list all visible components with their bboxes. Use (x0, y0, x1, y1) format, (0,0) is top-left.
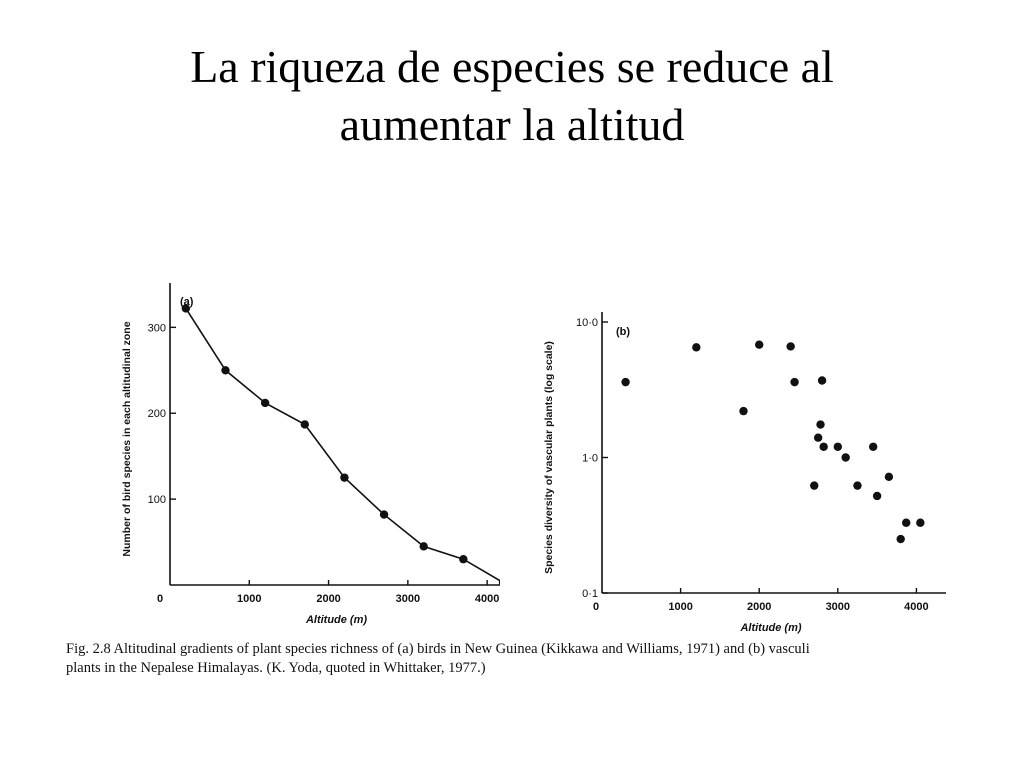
data-point (813, 433, 823, 442)
data-point (790, 377, 799, 387)
caption-line-2: plants in the Nepalese Himalayas. (K. Yo… (66, 660, 486, 676)
y-axis-label: Number of bird species in each altitudin… (121, 321, 133, 556)
x-axis-label: Altitude (m) (739, 622, 801, 634)
y-tick-label: 100 (148, 494, 166, 506)
x-tick-label: 2000 (316, 593, 340, 605)
x-tick-label: 3000 (826, 601, 850, 613)
x-tick-label: 4000 (904, 601, 928, 613)
data-point (853, 481, 862, 490)
data-point (817, 376, 827, 385)
x-tick-label: 2000 (747, 601, 771, 613)
slide-title-line-1: La riqueza de especies se reduce al (190, 41, 834, 92)
data-point (621, 377, 630, 387)
caption-line-1: Fig. 2.8 Altitudinal gradients of plant … (66, 641, 810, 657)
slide-title-line-2: aumentar la altitud (339, 99, 685, 150)
x-tick-label: 1000 (237, 593, 261, 605)
x-tick-label: 0 (593, 601, 599, 613)
x-tick-label: 3000 (396, 593, 420, 605)
y-tick-label: 10·0 (576, 317, 598, 329)
chart-b: 0·1 1·0 10·0 0 1000 2000 3000 4000 Altitude (m) S… (543, 312, 946, 634)
data-point (260, 398, 270, 408)
data-point (786, 342, 795, 351)
data-point (841, 453, 850, 462)
x-tick-label: 0 (157, 593, 163, 605)
data-point (459, 555, 468, 564)
data-point (221, 366, 230, 375)
data-point (181, 304, 191, 313)
data-point (816, 420, 825, 429)
data-point (419, 542, 428, 551)
data-point (692, 343, 701, 352)
y-tick-label: 200 (148, 408, 166, 420)
x-tick-label: 1000 (668, 601, 692, 613)
data-point (810, 481, 819, 490)
y-axis-label: Species diversity of vascular plants (lo… (543, 341, 555, 574)
y-tick-label: 1·0 (582, 453, 598, 465)
panel-label: (a) (180, 296, 194, 308)
panel-label: (b) (616, 326, 630, 338)
data-point (739, 406, 748, 416)
data-point (833, 442, 843, 451)
data-point (498, 579, 500, 586)
data-point (340, 473, 349, 482)
data-point (300, 420, 309, 429)
y-tick-label: 0·1 (582, 588, 598, 600)
data-point (379, 510, 389, 519)
y-tick-label: 300 (148, 322, 166, 334)
data-point (819, 442, 828, 451)
data-point (916, 518, 925, 527)
data-point (884, 472, 894, 482)
figure-caption: Fig. 2.8 Altitudinal gradients of plant … (66, 640, 986, 678)
x-axis-label: Altitude (m) (305, 614, 367, 626)
figure-scan: 100 200 300 0 1000 2000 3000 4000 Altitude (m) Nu… (60, 268, 990, 698)
slide-title: La riqueza de especies se reduce al aume… (0, 38, 1024, 154)
data-point (896, 534, 905, 544)
data-point (755, 340, 764, 349)
data-point (868, 442, 878, 451)
series-line (185, 308, 500, 582)
x-tick-label: 4000 (475, 593, 499, 605)
data-point (902, 518, 911, 527)
data-point (872, 491, 882, 501)
